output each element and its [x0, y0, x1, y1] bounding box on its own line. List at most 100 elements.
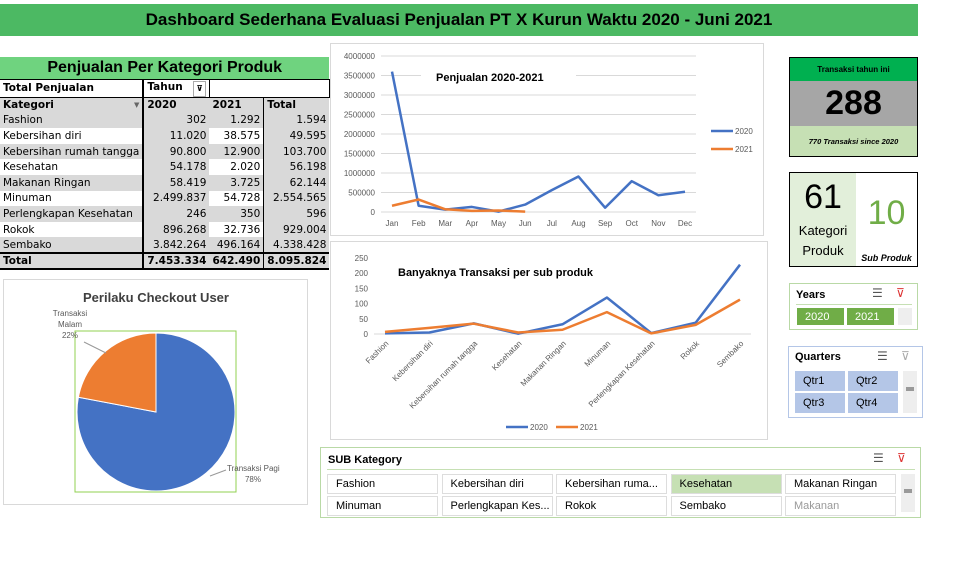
- slice-pct-malam: 22%: [62, 331, 78, 340]
- cell-2020: 246: [143, 206, 210, 222]
- row-field-label: Kategori: [3, 99, 54, 112]
- grand-total: 8.095.824: [263, 252, 330, 269]
- row-label: Kebersihan rumah tangga: [0, 143, 145, 160]
- transactions-line-chart[interactable]: 0 50 100 150 200 250 Fashion Kebersihan diri Keb…: [330, 241, 768, 440]
- sub-chip-minuman[interactable]: Minuman: [327, 496, 438, 516]
- sub-chip-perlengkapan-kes-[interactable]: Perlengkapan Kes...: [441, 496, 553, 516]
- series-line-2021: [384, 298, 741, 335]
- filter-icon[interactable]: ⊽: [193, 80, 206, 97]
- kpi-header: Transaksi tahun ini: [790, 58, 917, 81]
- col-header-2021: 2021: [212, 99, 242, 112]
- x-tick-label: Sembako: [715, 339, 746, 370]
- table-row: Kebersihan rumah tangga 90.800 12.900 103.7…: [0, 143, 330, 160]
- x-tick-label: Mar: [438, 219, 452, 228]
- cell-2021: 2.020: [230, 161, 261, 174]
- col-header-2020: 2020: [147, 99, 177, 112]
- sub-scrollbar[interactable]: [901, 474, 915, 512]
- multi-select-icon[interactable]: ☰: [872, 286, 883, 300]
- x-tick-label: Jan: [386, 219, 399, 228]
- row-field-filter[interactable]: Kategori ▼: [0, 97, 145, 113]
- multi-select-icon[interactable]: ☰: [877, 349, 888, 363]
- cell-total: 62.144: [263, 174, 330, 191]
- leader-line: [209, 469, 227, 477]
- slice-pct-pagi: 78%: [245, 475, 261, 484]
- sub-chip-fashion[interactable]: Fashion: [327, 474, 438, 494]
- years-scrollbar[interactable]: [898, 308, 912, 325]
- cell-2021: 496.164: [209, 237, 264, 253]
- dropdown-icon[interactable]: ▼: [133, 101, 140, 110]
- years-slicer-title: Years: [796, 289, 826, 301]
- quarters-slicer: Quarters ☰ ⊽ Qtr1 Qtr2 Qtr3 Qtr4: [788, 346, 923, 418]
- sub-produk-count: 10: [867, 194, 906, 232]
- quarters-scrollbar[interactable]: [903, 371, 917, 413]
- quarter-chip-qtr1[interactable]: Qtr1: [795, 371, 845, 391]
- col-header-total: Total: [263, 97, 330, 113]
- sales-line-chart[interactable]: 0 500000 1000000 1500000 2000000 2500000 30000…: [330, 43, 764, 236]
- sub-chip-kesehatan[interactable]: Kesehatan: [670, 474, 782, 494]
- sub-chip-kebersihan-ruma-[interactable]: Kebersihan ruma...: [556, 474, 667, 494]
- title-background: [421, 62, 576, 92]
- y-tick-label: 100: [355, 300, 369, 309]
- quarter-chip-qtr3[interactable]: Qtr3: [795, 393, 845, 413]
- title-background: [391, 260, 596, 285]
- clear-filter-icon[interactable]: ⊽: [901, 349, 910, 363]
- kpi-transactions-card: Transaksi tahun ini 288 770 Transaksi si…: [789, 57, 918, 157]
- multi-select-icon[interactable]: ☰: [873, 451, 884, 465]
- y-tick-label: 0: [371, 208, 376, 217]
- slice-label-pagi: Transaksi Pagi: [227, 464, 280, 473]
- row-label: Kebersihan diri: [0, 128, 145, 144]
- x-tick-label: Nov: [651, 219, 665, 228]
- table-row: Makanan Ringan 58.419 3.725 62.144: [0, 174, 330, 191]
- column-field-filter[interactable]: Tahun ⊽: [143, 79, 209, 97]
- cell-total: 49.595: [263, 128, 330, 144]
- y-tick-label: 1500000: [344, 150, 376, 159]
- row-label: Perlengkapan Kesehatan: [0, 206, 145, 222]
- sub-chip-makanan[interactable]: Makanan: [785, 496, 896, 516]
- x-tick-label: May: [491, 219, 506, 228]
- clear-filter-icon[interactable]: ⊽: [897, 451, 906, 465]
- chart-title: Penjualan 2020-2021: [436, 72, 544, 84]
- pivot-table: Penjualan Per Kategori Produk Total Penj…: [0, 57, 330, 270]
- kpi-footer: 770 Transaksi since 2020: [790, 126, 917, 156]
- cell-total: 56.198: [263, 159, 330, 175]
- row-label: Sembako: [0, 237, 145, 253]
- column-field-label: Tahun: [147, 80, 183, 93]
- checkout-pie-chart[interactable]: Perilaku Checkout User Transaksi Pagi 78% T…: [3, 279, 308, 505]
- y-tick-label: 0: [364, 330, 369, 339]
- cell-2020: 896.268: [143, 221, 210, 238]
- x-tick-label: Apr: [466, 219, 479, 228]
- cell-total: 2.554.565: [263, 190, 330, 207]
- legend-label-2021: 2021: [580, 423, 598, 432]
- cell-2021: 1.292: [209, 112, 264, 129]
- cell-2021: 32.736: [223, 223, 261, 236]
- y-tick-label: 1000000: [344, 169, 376, 178]
- cell-total: 103.700: [263, 143, 330, 160]
- dashboard-title: Dashboard Sederhana Evaluasi Penjualan P…: [0, 4, 918, 36]
- y-tick-label: 2000000: [344, 130, 376, 139]
- cell-2021: 3.725: [209, 174, 264, 191]
- sales-line-chart-svg: 0 500000 1000000 1500000 2000000 2500000 30000…: [344, 52, 754, 228]
- clear-filter-icon[interactable]: ⊽: [896, 286, 905, 300]
- x-tick-label: Sep: [598, 219, 613, 228]
- cell-2020: 54.178: [143, 159, 210, 175]
- cell-2021: 12.900: [209, 143, 264, 160]
- slice-label-malam-1: Transaksi Malam: [53, 309, 88, 329]
- leader-line: [83, 341, 107, 354]
- kategori-label: Kategori Produk: [798, 223, 848, 258]
- year-chip-2020[interactable]: 2020: [797, 308, 844, 325]
- y-tick-label: 4000000: [344, 52, 376, 61]
- quarter-chip-qtr2[interactable]: Qtr2: [848, 371, 898, 391]
- cell-2020: 3.842.264: [143, 237, 210, 253]
- total-2021: 642.490: [212, 254, 261, 267]
- y-tick-label: 150: [355, 284, 369, 293]
- year-chip-2021[interactable]: 2021: [847, 308, 894, 325]
- sub-chip-sembako[interactable]: Sembako: [670, 496, 782, 516]
- quarter-chip-qtr4[interactable]: Qtr4: [848, 393, 898, 413]
- cell-total: 929.004: [263, 221, 330, 238]
- sub-chip-makanan-ringan[interactable]: Makanan Ringan: [785, 474, 896, 494]
- chart-title: Banyaknya Transaksi per sub produk: [398, 267, 594, 279]
- sub-chip-kebersihan-diri[interactable]: Kebersihan diri: [441, 474, 553, 494]
- sub-chip-rokok[interactable]: Rokok: [556, 496, 667, 516]
- table-row: Fashion 302 1.292 1.594: [0, 112, 330, 129]
- value-field-label: Total Penjualan: [0, 79, 145, 97]
